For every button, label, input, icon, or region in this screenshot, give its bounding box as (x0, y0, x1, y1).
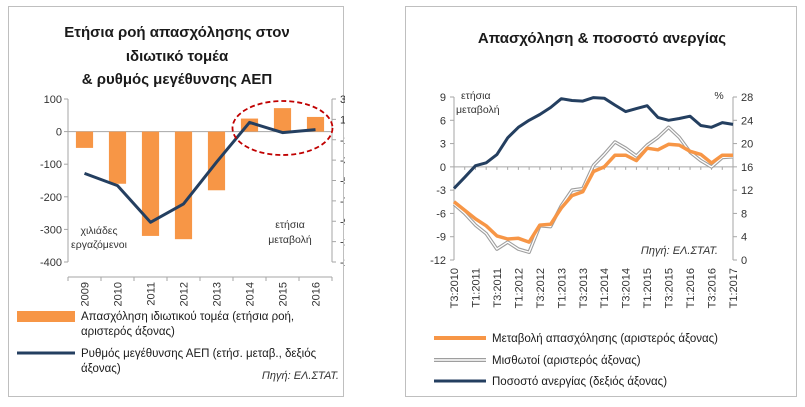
bar-employment-2011 (141, 131, 160, 236)
y-right-tick-label: -7 (340, 196, 345, 208)
x-tick-label-Τ1:2015: Τ1:2015 (642, 268, 654, 308)
x-tick-label-2012: 2012 (179, 282, 191, 306)
x-tick-label-Τ3:2014: Τ3:2014 (621, 268, 633, 308)
y-left-tick-label: -12 (430, 255, 446, 267)
y-right-tick-label: 28 (741, 92, 753, 104)
x-tick-label-Τ1:2014: Τ1:2014 (599, 268, 611, 308)
y-right-tick-label: -3 (340, 155, 345, 167)
x-tick-label-Τ1:2016: Τ1:2016 (685, 268, 697, 308)
left-axis-unit-note-1: χιλιάδες (80, 225, 117, 237)
y-left-tick-label: 6 (440, 115, 446, 127)
x-tick-label-2014: 2014 (245, 282, 257, 306)
line-unemployment-rate (452, 96, 734, 190)
source-note: Πηγή: ΕΛ.ΣΤΑΤ. (641, 245, 718, 257)
y-left-tick-label: 9 (440, 92, 446, 104)
x-tick-label-Τ1:2013: Τ1:2013 (556, 268, 568, 308)
y-right-tick-label: 12 (741, 185, 753, 197)
bar-employment-2012 (174, 131, 193, 240)
legend-label-unemployment: Ποσοστό ανεργίας (δεξιός άξονας) (492, 376, 667, 388)
highlight-ellipse (231, 100, 334, 156)
bar-employment-2009 (75, 131, 94, 148)
y-right-tick-label: -1 (340, 135, 345, 147)
source-note: Πηγή: ΕΛ.ΣΤΑΤ. (262, 370, 339, 382)
left-axis-unit-note-2: εργαζόμενοι (71, 239, 128, 251)
legend-swatch-employment-bar (17, 311, 75, 322)
y-right-tick-label: 16 (741, 162, 753, 174)
y-left-tick-label: 3 (440, 139, 446, 151)
y-left-tick-label: -9 (436, 232, 446, 244)
left-axis-unit-note-2: μεταβολή (456, 104, 500, 116)
legend-label-employment-line-1: Απασχόληση ιδιωτικού τομέα (ετήσια ροή, (81, 311, 294, 323)
employment-gdp-chart: Ετήσια ροή απασχόλησης στον ιδιωτικό τομ… (17, 24, 356, 382)
y-right-tick-label: 8 (741, 208, 747, 220)
right-axis-unit-note-1: ετήσια (275, 219, 305, 231)
x-tick-label-2015: 2015 (278, 282, 290, 306)
line-employment-change (452, 142, 733, 244)
x-tick-label-2010: 2010 (113, 282, 125, 306)
right-axis-unit: % (714, 90, 723, 102)
x-tick-label-2016: 2016 (311, 282, 323, 306)
y-right-tick-label: 0 (741, 255, 747, 267)
y-right-tick-label: 24 (741, 115, 753, 127)
y-left-tick-label: -3 (436, 185, 446, 197)
bar-employment-2015 (273, 108, 292, 132)
right-axis-unit-note-2: μεταβολή (268, 234, 312, 246)
y-right-tick-label: -9 (340, 216, 345, 228)
y-right-tick-label: -5 (340, 176, 345, 188)
y-right-tick-label: 3 (340, 94, 345, 106)
legend-label-employees: Μισθωτοί (αριστερός άξονας) (492, 355, 641, 367)
x-tick-label-Τ3:2011: Τ3:2011 (492, 268, 504, 308)
x-tick-label-Τ3:2015: Τ3:2015 (664, 268, 676, 308)
y-left-tick-label: 100 (44, 94, 62, 106)
employment-unemployment-chart: Απασχόληση & ποσοστό ανεργίας 9 6 3 0 -3 -6 -9… (430, 30, 753, 388)
bar-employment-2016 (306, 116, 325, 132)
x-tick-label-Τ3:2016: Τ3:2016 (707, 268, 719, 308)
x-tick-label-2011: 2011 (146, 282, 158, 306)
x-tick-label-Τ1:2011: Τ1:2011 (470, 268, 482, 308)
legend-label-gdp-line-1: Ρυθμός μεγέθυνσης ΑΕΠ (ετήσ. μεταβ., δεξ… (81, 348, 317, 360)
line-employees-inner (453, 126, 734, 253)
y-left-tick-label: -100 (40, 159, 62, 171)
chart-title: Απασχόληση & ποσοστό ανεργίας (478, 30, 726, 47)
y-left-tick-label: -200 (40, 192, 62, 204)
legend-label-employment-line-2: αριστερός άξονας) (81, 326, 175, 338)
plot-area: 9 6 3 0 -3 -6 -9 -12 28 24 20 16 12 8 4 0 Τ3:2010 Τ1:2011… (430, 92, 753, 308)
line-gdp-growth (83, 120, 316, 224)
chart-panel-employment-gdp: Ετήσια ροή απασχόλησης στον ιδιωτικό τομ… (8, 6, 356, 397)
y-right-tick-label: 4 (741, 232, 747, 244)
x-tick-label-Τ1:2012: Τ1:2012 (513, 268, 525, 308)
y-right-tick-label: -13 (340, 257, 345, 269)
chart-title-line-1: Ετήσια ροή απασχόλησης στον (64, 24, 289, 41)
x-tick-label-2009: 2009 (80, 282, 92, 306)
y-left-tick-label: -400 (40, 257, 62, 269)
x-tick-label-Τ3:2010: Τ3:2010 (449, 268, 461, 308)
y-left-tick-label: 0 (56, 127, 62, 139)
x-tick-label-2013: 2013 (212, 282, 224, 306)
chart-title-line-2: ιδιωτικό τομέα (126, 48, 229, 65)
bar-employment-2010 (108, 131, 127, 184)
y-left-tick-label: 0 (440, 162, 446, 174)
y-left-tick-label: -6 (436, 208, 446, 220)
y-right-tick-label: 20 (741, 139, 753, 151)
legend-label-gdp-line-2: άξονας) (81, 363, 121, 375)
plot-area: 100 0 -100 -200 -300 -400 3 1 -1 -3 -5 -7 -9 -11 -13 20… (40, 94, 356, 306)
x-tick-label-Τ1:2017: Τ1:2017 (728, 268, 740, 308)
x-tick-label-Τ3:2012: Τ3:2012 (535, 268, 547, 308)
chart-panel-employment-unemployment: Απασχόληση & ποσοστό ανεργίας 9 6 3 0 -3 -6 -9… (405, 6, 797, 397)
y-left-tick-label: -300 (40, 224, 62, 236)
y-right-tick-label: -11 (340, 237, 345, 249)
legend-label-employment-change: Μεταβολή απασχόλησης (αριστερός άξονας) (492, 333, 718, 345)
y-right-tick-label: 1 (340, 114, 345, 126)
chart-title-line-3: & ρυθμός μεγέθυνσης ΑΕΠ (82, 71, 273, 88)
x-tick-label-Τ3:2013: Τ3:2013 (578, 268, 590, 308)
left-axis-unit-note-1: ετήσια (461, 90, 491, 102)
